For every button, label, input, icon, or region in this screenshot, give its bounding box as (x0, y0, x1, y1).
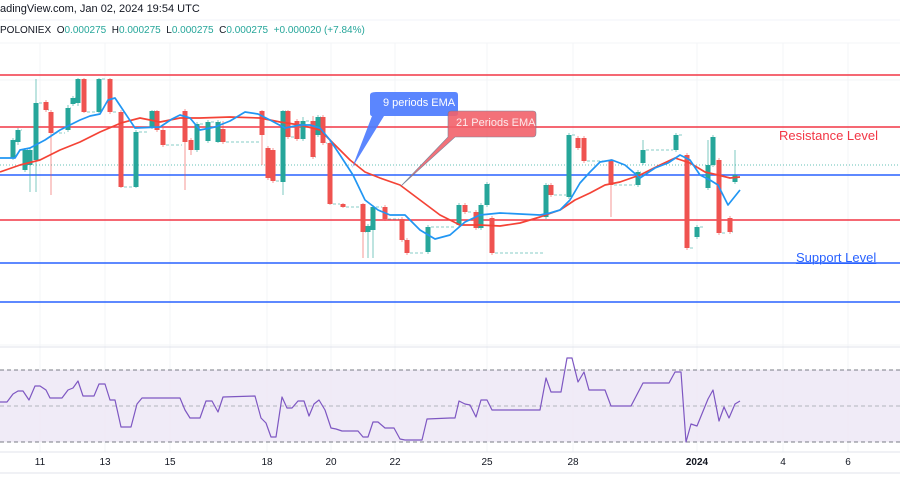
candle[interactable] (566, 133, 572, 199)
candle[interactable] (315, 115, 321, 137)
candle[interactable] (285, 110, 291, 139)
candle[interactable] (365, 224, 371, 258)
candle[interactable] (33, 79, 39, 192)
x-tick-label: 4 (780, 457, 786, 468)
candle[interactable] (456, 203, 462, 227)
candle[interactable] (294, 119, 300, 141)
candle[interactable] (75, 78, 81, 106)
candle[interactable] (473, 210, 479, 230)
candle[interactable] (10, 138, 16, 160)
x-tick-label: 22 (389, 457, 401, 468)
ohlc-legend: POLONIEX O0.000275 H0.000275 L0.000275 C… (0, 25, 365, 36)
x-tick-label: 25 (481, 457, 493, 468)
candle[interactable] (215, 120, 221, 143)
candle[interactable] (81, 78, 87, 113)
candle[interactable] (727, 216, 733, 234)
ema9-line (0, 97, 741, 240)
candle[interactable] (107, 78, 113, 114)
symbol-name: POLONIEX (0, 25, 52, 36)
open-value: 0.000275 (64, 25, 107, 36)
ema9-callout-text: 9 periods EMA (383, 97, 456, 109)
candle[interactable] (684, 153, 690, 250)
candle[interactable] (182, 109, 188, 190)
candle[interactable] (484, 182, 490, 207)
support-level-label: Support Level (796, 250, 877, 265)
ema21-callout (400, 110, 537, 187)
ema21-callout-text: 21 Periods EMA (456, 117, 536, 129)
x-tick-label: 11 (34, 457, 46, 468)
candle[interactable] (640, 140, 646, 165)
resistance-level-label: Resistance Level (779, 128, 878, 143)
x-tick-label: 2024 (685, 457, 709, 468)
candle[interactable] (43, 100, 49, 112)
candle[interactable] (310, 116, 316, 159)
candle[interactable] (133, 130, 139, 188)
candle[interactable] (96, 78, 102, 113)
candle[interactable] (360, 203, 366, 258)
candle[interactable] (320, 115, 326, 145)
x-tick-label: 28 (567, 457, 579, 468)
x-tick-label: 18 (261, 457, 273, 468)
change-value: +0.000020 (+7.84%) (273, 25, 365, 36)
candle[interactable] (635, 170, 641, 187)
candle[interactable] (425, 225, 431, 254)
candle[interactable] (220, 121, 226, 144)
candle[interactable] (270, 148, 276, 183)
candle[interactable] (710, 135, 716, 167)
candle[interactable] (205, 120, 211, 143)
candle[interactable] (327, 141, 333, 205)
candle[interactable] (548, 183, 554, 197)
candle[interactable] (27, 148, 33, 192)
candle[interactable] (149, 110, 155, 129)
candle[interactable] (300, 117, 306, 141)
candle[interactable] (705, 140, 711, 190)
high-value: 0.000275 (119, 25, 161, 36)
candle[interactable] (48, 110, 54, 195)
candle[interactable] (188, 138, 194, 155)
rsi-line (0, 357, 741, 443)
x-tick-label: 6 (845, 457, 851, 468)
candle[interactable] (280, 110, 286, 195)
candle[interactable] (462, 203, 468, 214)
candle[interactable] (160, 128, 166, 147)
source-timestamp: adingView.com, Jan 02, 2024 19:54 UTC (0, 3, 200, 15)
candle[interactable] (716, 158, 722, 235)
candle[interactable] (673, 133, 679, 152)
ema9-callout (352, 92, 458, 168)
candle[interactable] (694, 225, 700, 239)
candle[interactable] (265, 146, 271, 180)
x-tick-label: 13 (99, 457, 111, 468)
candle[interactable] (581, 136, 587, 163)
candle[interactable] (15, 128, 21, 145)
candle[interactable] (575, 136, 581, 150)
candle[interactable] (22, 148, 28, 172)
candle[interactable] (70, 96, 76, 106)
candle[interactable] (370, 205, 376, 258)
candle[interactable] (608, 159, 614, 217)
candle[interactable] (404, 238, 410, 255)
candle[interactable] (399, 217, 405, 242)
ema21-line (0, 116, 741, 227)
candle[interactable] (732, 150, 738, 184)
low-value: 0.000275 (171, 25, 214, 36)
candle[interactable] (65, 105, 71, 132)
x-tick-label: 15 (164, 457, 176, 468)
close-value: 0.000275 (226, 25, 269, 36)
candle[interactable] (340, 203, 346, 208)
candle[interactable] (489, 216, 495, 255)
x-tick-label: 20 (325, 457, 337, 468)
